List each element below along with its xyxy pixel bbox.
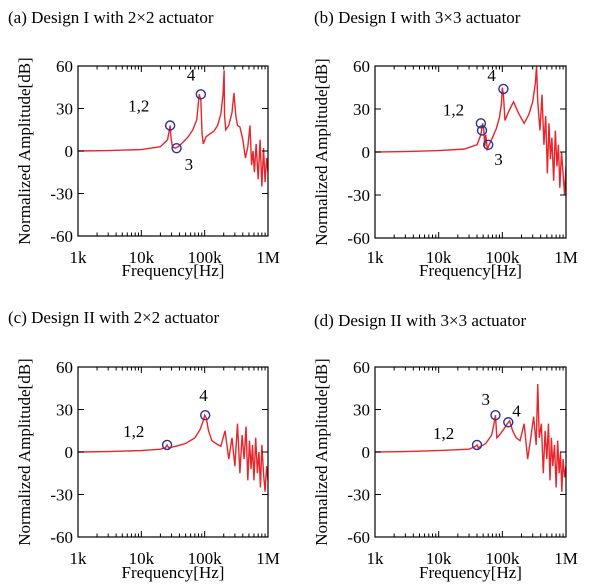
y-tick-label: 30 (353, 401, 370, 420)
mode-marker (498, 83, 509, 95)
y-tick-label: 30 (56, 401, 73, 420)
mode-label: 1,2 (443, 100, 464, 119)
panel-title: (c) Design II with 2×2 actuator (8, 308, 219, 327)
y-tick-label: 30 (56, 100, 73, 119)
mode-label: 4 (187, 65, 196, 84)
y-tick-label: 0 (65, 443, 74, 462)
mode-marker (161, 439, 173, 451)
x-tick-label: 1k (367, 248, 385, 267)
x-axis-label: Frequency[Hz] (122, 563, 225, 582)
y-tick-label: -60 (347, 528, 370, 547)
x-tick-label: 100k (188, 248, 223, 267)
y-tick-label: -30 (50, 486, 73, 505)
x-tick-label: 1M (256, 549, 280, 568)
y-tick-label: 0 (65, 142, 74, 161)
x-axis-label: Frequency[Hz] (419, 563, 522, 582)
mode-marker (476, 125, 488, 136)
y-tick-label: 60 (56, 358, 73, 377)
mode-marker (475, 118, 487, 129)
mode-label: 1,2 (128, 97, 149, 116)
x-axis-label: Frequency[Hz] (122, 261, 225, 280)
y-axis-label: Normalized Amplitude[dB] (15, 57, 34, 244)
y-tick-label: -60 (50, 528, 73, 547)
x-tick-label: 10k (129, 549, 155, 568)
x-tick-label: 100k (188, 549, 223, 568)
series-line (78, 413, 268, 492)
mode-marker (200, 409, 211, 421)
mode-label: 1,2 (433, 424, 454, 443)
series-line (375, 66, 566, 196)
mode-marker (164, 120, 176, 131)
chart-panel-2: (b) Design I with 3×3 actuator 1k 10k 100k 1… (312, 8, 578, 280)
mode-label: 3 (481, 390, 490, 409)
mode-label: 4 (512, 401, 521, 420)
x-axis-label: Frequency[Hz] (419, 261, 522, 280)
mode-marker (171, 142, 182, 154)
mode-label: 4 (199, 386, 208, 405)
mode-label: 3 (494, 150, 503, 169)
x-tick-label: 1k (70, 549, 88, 568)
x-tick-label: 1M (554, 549, 578, 568)
mode-label: 4 (487, 66, 496, 85)
x-tick-label: 1M (554, 248, 578, 267)
y-tick-label: -30 (50, 185, 73, 204)
y-tick-label: -60 (347, 229, 370, 248)
y-tick-label: 0 (362, 143, 371, 162)
mode-label: 3 (185, 155, 194, 174)
y-tick-label: 0 (362, 443, 371, 462)
y-tick-label: 60 (353, 57, 370, 76)
x-tick-label: 10k (426, 549, 452, 568)
chart-panel-4: (d) Design II with 3×3 actuator 1k 10k 100k… (312, 311, 578, 582)
mode-marker (195, 89, 207, 100)
mode-label: 1,2 (123, 422, 144, 441)
x-tick-label: 10k (426, 248, 452, 267)
mode-marker (490, 409, 501, 421)
x-tick-label: 100k (485, 549, 520, 568)
x-tick-label: 1k (70, 248, 88, 267)
mode-marker (503, 417, 514, 428)
y-axis-label: Normalized Amplitude[dB] (15, 358, 34, 545)
y-tick-label: -30 (347, 186, 370, 205)
chart-panel-3: (c) Design II with 2×2 actuator 1k 10k 100k… (8, 308, 280, 582)
mode-marker (483, 139, 494, 151)
y-tick-label: 60 (56, 57, 73, 76)
y-tick-label: -30 (347, 486, 370, 505)
x-tick-label: 100k (485, 248, 520, 267)
chart-panel-1: (a) Design I with 2×2 actuator 1k 10k 100k 1… (8, 8, 280, 280)
series-line (78, 70, 268, 187)
panel-title: (b) Design I with 3×3 actuator (314, 8, 521, 27)
series-line (375, 383, 566, 492)
x-tick-label: 1M (256, 248, 280, 267)
y-tick-label: -60 (50, 227, 73, 246)
y-axis-label: Normalized Amplitude[dB] (312, 358, 331, 545)
y-tick-label: 30 (353, 100, 370, 119)
x-tick-label: 1k (367, 549, 385, 568)
panel-title: (a) Design I with 2×2 actuator (8, 8, 214, 27)
y-tick-label: 60 (353, 358, 370, 377)
y-axis-label: Normalized Amplitude[dB] (312, 58, 331, 245)
mode-marker (471, 439, 483, 451)
x-tick-label: 10k (129, 248, 155, 267)
panel-title: (d) Design II with 3×3 actuator (314, 311, 526, 330)
